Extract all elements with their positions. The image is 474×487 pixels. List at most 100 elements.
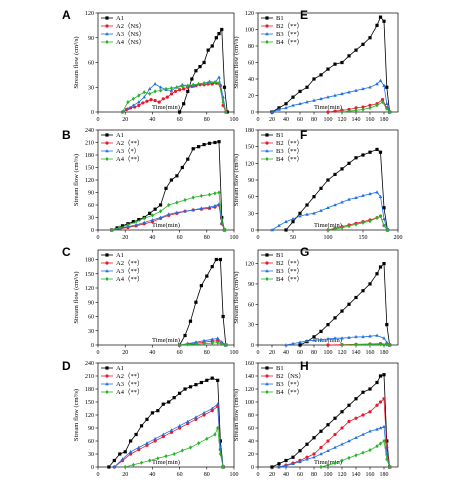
data-point bbox=[137, 93, 141, 98]
data-point bbox=[368, 85, 372, 89]
data-point bbox=[382, 424, 386, 428]
x-axis-label: Time(min) bbox=[314, 337, 342, 344]
x-axis-label: Time(min) bbox=[314, 222, 342, 229]
y-tick-label: 30 bbox=[88, 452, 94, 458]
x-tick-label: 20 bbox=[269, 350, 275, 356]
data-point bbox=[186, 419, 190, 423]
data-point bbox=[218, 439, 222, 443]
legend-marker bbox=[265, 156, 269, 162]
data-point bbox=[378, 194, 383, 198]
data-point bbox=[213, 203, 217, 208]
y-tick-label: 120 bbox=[85, 11, 94, 17]
data-point bbox=[145, 417, 149, 421]
x-tick-label: 80 bbox=[311, 117, 317, 123]
legend-label: A1 bbox=[116, 15, 124, 22]
data-point bbox=[333, 93, 337, 97]
data-point bbox=[368, 36, 372, 40]
data-point bbox=[319, 96, 323, 101]
data-point bbox=[354, 156, 358, 160]
x-tick-label: 80 bbox=[204, 350, 210, 356]
data-point bbox=[378, 441, 383, 446]
x-tick-label: 40 bbox=[149, 472, 155, 478]
chart-panel-c: C 0 20 40 60 80 100 0 30 60 90 120 150 180 Time(min) St… bbox=[62, 245, 239, 356]
data-point bbox=[118, 225, 122, 230]
x-tick-label: 60 bbox=[177, 235, 183, 241]
data-point bbox=[326, 227, 330, 233]
data-point bbox=[347, 90, 351, 94]
y-tick-label: 0 bbox=[91, 110, 94, 116]
x-tick-label: 200 bbox=[394, 235, 403, 241]
data-point bbox=[326, 343, 330, 347]
data-point bbox=[270, 465, 274, 469]
legend-label: A2（**） bbox=[116, 139, 143, 147]
data-point bbox=[375, 380, 379, 385]
data-point bbox=[180, 84, 184, 89]
legend-marker bbox=[105, 382, 109, 386]
data-point bbox=[291, 341, 295, 345]
legend-label: A4（**） bbox=[116, 155, 143, 163]
y-tick-label: 0 bbox=[91, 343, 94, 349]
data-point bbox=[312, 452, 316, 456]
data-point bbox=[141, 101, 145, 105]
data-point bbox=[158, 88, 163, 93]
legend-label: B3（**） bbox=[276, 147, 303, 155]
series-b1 bbox=[270, 373, 392, 469]
data-point bbox=[284, 343, 288, 347]
data-point bbox=[131, 462, 135, 467]
data-point bbox=[191, 82, 195, 87]
data-point bbox=[284, 228, 288, 232]
data-point bbox=[215, 402, 220, 406]
data-point bbox=[319, 329, 323, 334]
x-tick-label: 140 bbox=[352, 350, 361, 356]
data-point bbox=[123, 450, 127, 454]
data-point bbox=[120, 109, 125, 115]
y-tick-label: 0 bbox=[251, 465, 254, 471]
data-point bbox=[382, 438, 386, 444]
x-axis-label: Time(min) bbox=[314, 459, 342, 466]
legend-label: B4（**） bbox=[276, 38, 303, 46]
data-point bbox=[173, 89, 178, 93]
y-tick-label: 120 bbox=[85, 413, 94, 419]
chart-panel-b: B 0 20 40 60 80 100 0 30 60 90 120 150 180 210 240 Time(… bbox=[62, 128, 239, 241]
legend-label: B4（**） bbox=[276, 275, 303, 283]
y-tick-label: 90 bbox=[248, 282, 254, 288]
data-point bbox=[149, 98, 153, 102]
legend-marker bbox=[265, 24, 269, 28]
x-axis-label: Time(min) bbox=[152, 459, 180, 466]
data-point bbox=[298, 340, 302, 344]
data-point bbox=[333, 416, 337, 420]
data-point bbox=[381, 98, 385, 102]
data-point bbox=[277, 223, 281, 227]
y-tick-label: 60 bbox=[88, 315, 94, 321]
data-point bbox=[375, 215, 379, 220]
data-point bbox=[368, 191, 372, 196]
y-tick-label: 240 bbox=[85, 361, 94, 367]
x-tick-label: 160 bbox=[366, 472, 375, 478]
data-point bbox=[378, 214, 383, 219]
data-point bbox=[312, 211, 316, 215]
data-point bbox=[161, 435, 165, 439]
data-point bbox=[194, 383, 198, 387]
y-tick-label: 30 bbox=[248, 211, 254, 217]
data-point bbox=[354, 453, 358, 458]
data-point bbox=[210, 376, 214, 380]
data-point bbox=[361, 153, 365, 157]
legend-label: B2（**） bbox=[276, 259, 303, 267]
data-point bbox=[378, 426, 383, 430]
x-tick-label: 40 bbox=[283, 350, 289, 356]
data-point bbox=[291, 216, 295, 221]
data-point bbox=[214, 36, 218, 40]
data-point bbox=[375, 23, 379, 27]
legend-marker bbox=[105, 261, 109, 265]
data-point bbox=[305, 212, 309, 216]
x-tick-label: 60 bbox=[297, 350, 303, 356]
data-point bbox=[178, 391, 182, 395]
series-line bbox=[114, 405, 224, 468]
data-point bbox=[326, 95, 330, 99]
y-axis-label: Stream flow (cm³/s) bbox=[73, 389, 80, 441]
data-point bbox=[298, 459, 302, 464]
data-point bbox=[177, 423, 182, 428]
data-point bbox=[217, 190, 221, 195]
